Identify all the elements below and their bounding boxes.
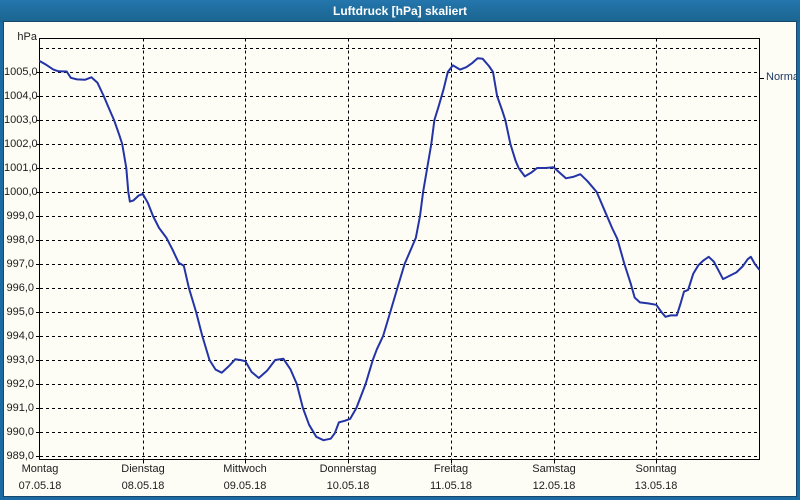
window-titlebar[interactable]: Luftdruck [hPa] skaliert — [0, 0, 800, 22]
y-axis-tick-label: 997,0 — [6, 258, 34, 270]
x-axis-day-label: Donnerstag — [319, 463, 377, 475]
x-axis-date-label: 13.05.18 — [634, 480, 678, 492]
y-axis-tick-label: 1001,0 — [4, 162, 38, 174]
y-axis-tick-label: 991,0 — [6, 402, 34, 414]
y-axis-tick-label: 1005,0 — [4, 66, 38, 78]
y-axis-tick-label: 1000,0 — [4, 186, 38, 198]
chart-area: hPa 1005,0 1004,0 1003,0 1002,0 1001,0 1000,0 9… — [4, 22, 796, 496]
y-axis-tick-label: 989,0 — [6, 450, 34, 462]
pressure-line-chart — [36, 38, 764, 464]
x-axis-date-label: 08.05.18 — [121, 480, 165, 492]
x-axis-day-label: Samstag — [532, 463, 576, 475]
y-axis-tick-label: 992,0 — [6, 378, 34, 390]
y-axis-tick-label: 993,0 — [6, 354, 34, 366]
y-axis-tick-label: 1003,0 — [4, 114, 38, 126]
x-axis-date-label: 10.05.18 — [326, 480, 370, 492]
x-axis-date-label: 07.05.18 — [18, 480, 62, 492]
x-axis-date-label: 09.05.18 — [223, 480, 267, 492]
x-axis-date-label: 12.05.18 — [532, 480, 576, 492]
x-axis-day-label: Dienstag — [121, 463, 165, 475]
y-axis-tick-label: 1004,0 — [4, 90, 38, 102]
y-axis-tick-label: 1002,0 — [4, 138, 38, 150]
x-axis-day-label: Sonntag — [635, 463, 677, 475]
x-axis-day-label: Mittwoch — [223, 463, 267, 475]
y-axis-tick-label: 998,0 — [6, 234, 34, 246]
x-axis-day-label: Freitag — [433, 463, 469, 475]
y-axis-tick-label: 996,0 — [6, 282, 34, 294]
y-axis-tick-label: 994,0 — [6, 330, 34, 342]
y-axis-tick-label: 999,0 — [6, 210, 34, 222]
window-title: Luftdruck [hPa] skaliert — [332, 4, 468, 18]
y-axis-tick-label: 990,0 — [6, 426, 34, 438]
y-axis-tick-label: 995,0 — [6, 306, 34, 318]
x-axis-day-label: Montag — [21, 463, 59, 475]
y-axis-unit-label: hPa — [17, 31, 37, 43]
normal-marker-label: Normal — [766, 71, 796, 83]
x-axis-date-label: 11.05.18 — [429, 480, 472, 492]
